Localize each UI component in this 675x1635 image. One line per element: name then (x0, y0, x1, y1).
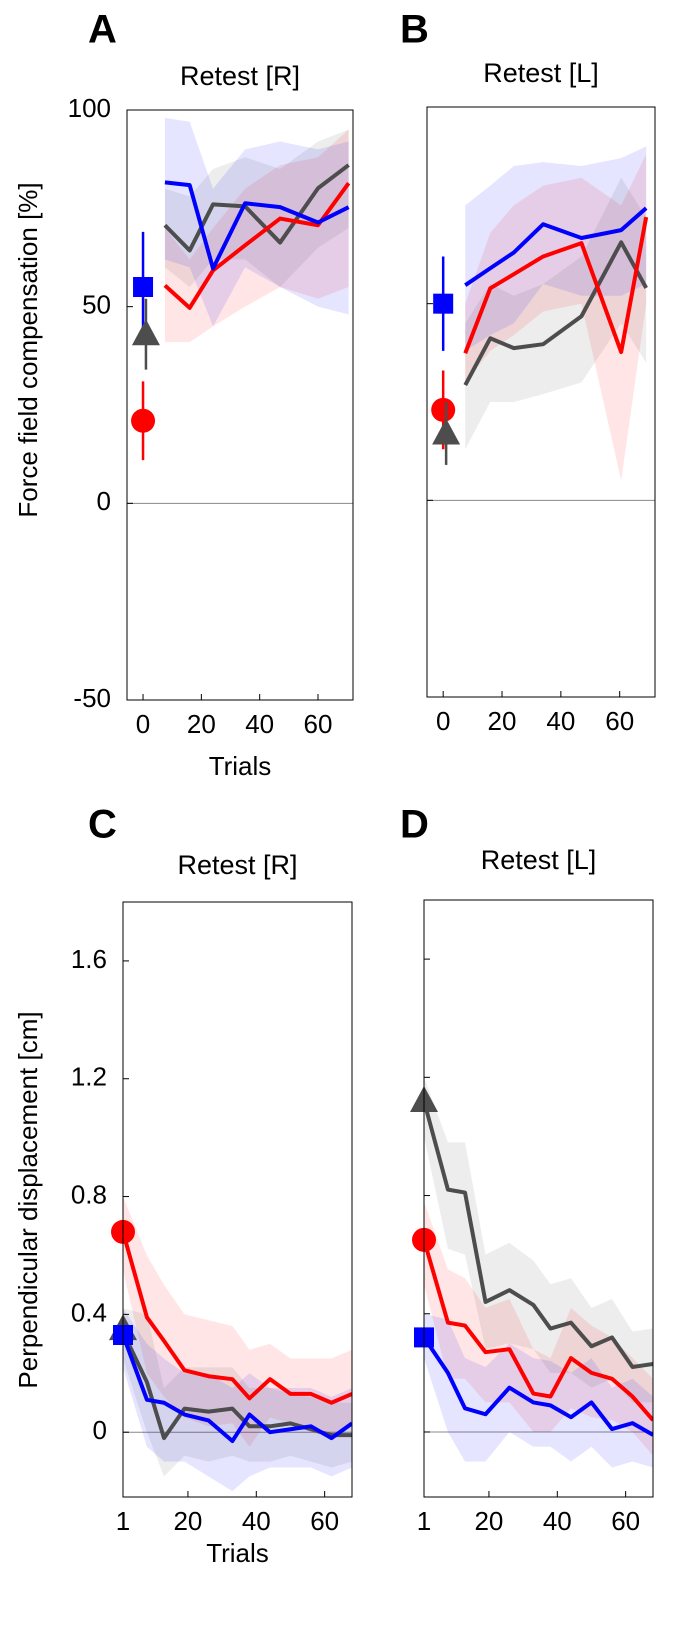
y-tick-label: 50 (82, 290, 111, 320)
marker-circle (131, 408, 156, 433)
x-tick-label: 20 (474, 1506, 503, 1536)
panel-title: Retest [R] (177, 850, 297, 880)
confidence-band (123, 1308, 352, 1492)
x-tick-label: 20 (173, 1506, 202, 1536)
panel-label: C (88, 803, 117, 847)
y-tick-label: 1.6 (71, 944, 107, 974)
x-tick-label: 20 (488, 706, 517, 736)
marker-triangle (131, 319, 160, 346)
x-tick-label: 1 (116, 1506, 130, 1536)
confidence-band (123, 1308, 352, 1477)
y-tick-label: 0 (93, 1415, 107, 1445)
confidence-band (424, 1077, 653, 1403)
plot-frame (122, 901, 353, 1498)
x-tick-label: 60 (310, 1506, 339, 1536)
confidence-band (465, 177, 647, 450)
x-axis-label: Trials (209, 751, 272, 781)
plot-frame (426, 106, 656, 698)
panel-label: A (88, 8, 117, 52)
plot-area (123, 1196, 352, 1492)
y-tick-label: 100 (68, 93, 111, 123)
y-tick-label: 1.2 (71, 1062, 107, 1092)
plot-area (427, 146, 655, 501)
plot-frame (423, 899, 654, 1498)
data-line (463, 216, 649, 355)
confidence-band (164, 129, 349, 287)
confidence-band (123, 1196, 352, 1447)
data-line (163, 181, 351, 310)
marker-square (133, 277, 154, 297)
y-tick-label: -50 (73, 683, 111, 713)
data-line (424, 1100, 653, 1369)
x-tick-label: 1 (417, 1506, 431, 1536)
marker-circle (431, 397, 456, 422)
data-line (464, 206, 648, 287)
data-line (424, 1336, 653, 1437)
y-axis-label: Force field compensation [%] (13, 182, 43, 517)
x-tick-label: 40 (543, 1506, 572, 1536)
confidence-band (465, 146, 647, 351)
data-line (123, 1334, 352, 1444)
x-tick-label: 60 (605, 706, 634, 736)
data-line (463, 240, 648, 387)
plot-frame (126, 109, 354, 701)
x-tick-label: 40 (242, 1506, 271, 1536)
panel-title: Retest [L] (483, 58, 599, 88)
y-tick-label: 0.4 (71, 1297, 107, 1327)
x-tick-label: 60 (304, 709, 333, 739)
panel-title: Retest [L] (481, 845, 597, 875)
marker-square (433, 293, 454, 314)
confidence-band (424, 1313, 653, 1468)
y-axis-label: Perpendicular displacement [cm] (13, 1011, 43, 1388)
panel-label: D (400, 803, 429, 847)
data-line (424, 1239, 653, 1422)
x-tick-label: 0 (436, 706, 450, 736)
data-line (123, 1231, 352, 1405)
data-line (164, 180, 350, 271)
x-tick-label: 20 (187, 709, 216, 739)
marker-triangle (432, 418, 461, 445)
x-tick-label: 0 (136, 709, 150, 739)
panel-label: B (400, 8, 429, 52)
plot-area (424, 1077, 653, 1468)
panel-title: Retest [R] (180, 61, 300, 91)
y-tick-label: 0.8 (71, 1179, 107, 1209)
x-tick-label: 40 (245, 709, 274, 739)
x-axis-label: Trials (206, 1538, 269, 1568)
x-tick-label: 40 (546, 706, 575, 736)
x-tick-label: 60 (611, 1506, 640, 1536)
y-tick-label: 0 (97, 486, 111, 516)
plot-area (127, 117, 353, 504)
confidence-band (424, 1201, 653, 1456)
